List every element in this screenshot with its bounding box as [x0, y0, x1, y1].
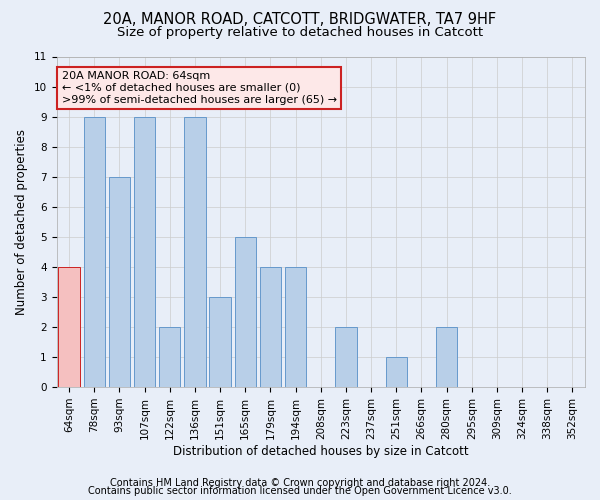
Bar: [235, 237, 256, 387]
Bar: [335, 327, 356, 387]
Bar: [184, 116, 206, 387]
Text: 20A, MANOR ROAD, CATCOTT, BRIDGWATER, TA7 9HF: 20A, MANOR ROAD, CATCOTT, BRIDGWATER, TA…: [103, 12, 497, 28]
Text: 20A MANOR ROAD: 64sqm
← <1% of detached houses are smaller (0)
>99% of semi-deta: 20A MANOR ROAD: 64sqm ← <1% of detached …: [62, 72, 337, 104]
Bar: [285, 267, 306, 387]
Bar: [134, 116, 155, 387]
Text: Contains HM Land Registry data © Crown copyright and database right 2024.: Contains HM Land Registry data © Crown c…: [110, 478, 490, 488]
Y-axis label: Number of detached properties: Number of detached properties: [15, 129, 28, 315]
Bar: [436, 327, 457, 387]
Text: Contains public sector information licensed under the Open Government Licence v3: Contains public sector information licen…: [88, 486, 512, 496]
Bar: [386, 357, 407, 387]
Bar: [109, 176, 130, 387]
Text: Size of property relative to detached houses in Catcott: Size of property relative to detached ho…: [117, 26, 483, 39]
Bar: [209, 297, 231, 387]
X-axis label: Distribution of detached houses by size in Catcott: Distribution of detached houses by size …: [173, 444, 469, 458]
Bar: [83, 116, 105, 387]
Bar: [159, 327, 181, 387]
Bar: [260, 267, 281, 387]
Bar: [58, 267, 80, 387]
